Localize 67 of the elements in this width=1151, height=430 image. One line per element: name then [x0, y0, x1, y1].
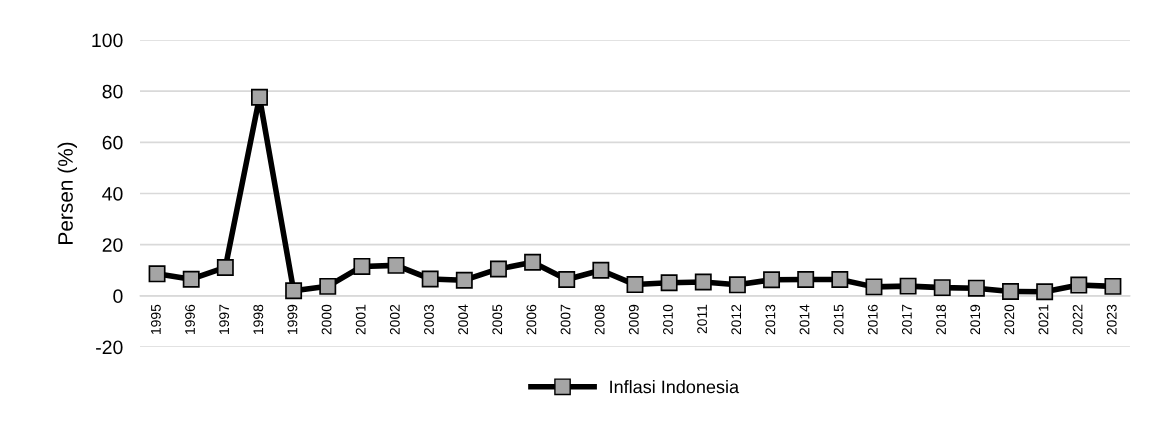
point — [660, 274, 678, 292]
x-tick-label: 2003 — [424, 304, 434, 335]
point — [455, 271, 473, 289]
x-tick-label: 1997 — [219, 304, 230, 334]
x-tick-label: 2011 — [697, 304, 707, 334]
point — [865, 278, 883, 296]
point — [933, 279, 951, 297]
x-tick-label: 2010 — [663, 304, 673, 335]
y-tick-label: 40 — [102, 186, 123, 201]
x-tick-label: 1999 — [287, 304, 298, 334]
x-tick-label: 1996 — [185, 304, 195, 334]
point — [489, 260, 507, 278]
point — [216, 258, 234, 276]
point — [251, 88, 268, 106]
point — [899, 277, 917, 295]
point — [831, 270, 849, 288]
x-tick-label: 2000 — [321, 304, 332, 335]
point — [694, 273, 712, 291]
point — [728, 276, 746, 294]
point — [1070, 276, 1088, 294]
x-tick-label: 2007 — [560, 304, 571, 335]
x-tick-label: 2012 — [731, 304, 742, 335]
x-tick-label: 2001 — [355, 304, 366, 335]
x-tick-label: 2006 — [526, 304, 537, 335]
y-tick-label: 0 — [113, 289, 123, 304]
x-tick-label: 2016 — [867, 304, 878, 335]
x-tick-label: 2005 — [492, 304, 503, 335]
x-tick-label: 2008 — [594, 304, 605, 335]
x-tick-label: 2023 — [1106, 304, 1117, 335]
point — [285, 282, 303, 300]
point — [421, 270, 439, 288]
point — [1104, 277, 1122, 295]
x-tick-label: 2002 — [389, 304, 400, 335]
x-tick-label: 2004 — [458, 304, 469, 335]
x-tick-label: 2015 — [833, 304, 844, 335]
y-tick-label: 100 — [92, 33, 123, 48]
point — [1002, 283, 1019, 300]
x-tick-label: 2014 — [799, 304, 810, 335]
point — [353, 257, 371, 275]
y-tick-label: 20 — [102, 238, 123, 252]
x-tick-label: 2022 — [1072, 304, 1083, 335]
x-tick-label: 2021 — [1038, 304, 1049, 335]
y-tick-label: -20 — [96, 340, 123, 355]
legend-label: Inflasi Indonesia — [610, 380, 740, 394]
point — [592, 261, 610, 279]
x-tick-label: 2017 — [902, 304, 912, 335]
x-tick-label: 2018 — [936, 304, 946, 335]
point — [319, 277, 337, 295]
point — [1036, 283, 1054, 301]
point — [524, 253, 542, 271]
point — [148, 265, 166, 283]
point — [387, 256, 405, 274]
x-tick-label: 1995 — [150, 304, 161, 334]
x-tick-label: 2019 — [970, 304, 981, 335]
x-tick-label: 2009 — [628, 304, 639, 335]
point — [967, 279, 985, 297]
point — [182, 270, 200, 288]
point — [558, 270, 576, 288]
y-tick-label: 60 — [102, 135, 123, 150]
x-tick-label: 2013 — [765, 304, 776, 335]
y-axis-title: Persen (%) — [57, 142, 77, 244]
x-tick-label: 1998 — [253, 304, 264, 334]
x-tick-label: 2020 — [1004, 304, 1015, 335]
point — [626, 276, 644, 294]
point — [797, 270, 815, 288]
y-tick-label: 80 — [102, 84, 123, 99]
point — [763, 271, 781, 289]
